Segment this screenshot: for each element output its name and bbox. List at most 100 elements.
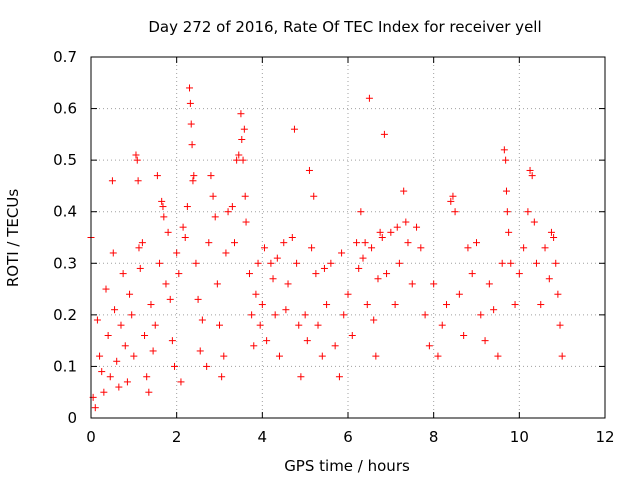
data-point: [443, 301, 451, 309]
data-point: [254, 259, 262, 267]
data-point: [451, 208, 459, 216]
data-point: [213, 280, 221, 288]
data-point: [171, 362, 179, 370]
data-point: [260, 244, 268, 252]
data-point: [173, 249, 181, 257]
data-point: [187, 120, 195, 128]
data-point: [166, 295, 174, 303]
data-point: [133, 156, 141, 164]
data-point: [404, 239, 412, 247]
grid-layer: [91, 57, 605, 418]
data-point: [93, 316, 101, 324]
data-point: [502, 187, 510, 195]
data-point: [391, 301, 399, 309]
data-point: [554, 290, 562, 298]
data-point: [102, 285, 110, 293]
data-point: [132, 151, 140, 159]
data-point: [550, 234, 558, 241]
data-point: [490, 306, 498, 314]
data-point: [250, 342, 258, 350]
data-point: [368, 244, 376, 252]
data-point: [545, 275, 553, 283]
data-point: [355, 264, 363, 272]
data-point: [323, 301, 331, 309]
data-point: [312, 270, 320, 278]
data-point: [100, 388, 108, 396]
data-point: [477, 311, 485, 319]
data-point: [494, 352, 502, 360]
data-point: [301, 311, 309, 319]
data-point: [188, 141, 196, 149]
x-axis-title: GPS time / hours: [284, 457, 410, 475]
data-point: [503, 208, 511, 216]
data-point: [370, 316, 378, 324]
y-tick-label: 0.2: [53, 306, 77, 324]
data-point: [104, 331, 112, 339]
data-point: [402, 218, 410, 226]
data-point: [224, 208, 232, 216]
data-point: [179, 223, 187, 231]
data-point: [395, 259, 403, 267]
data-point: [190, 172, 198, 180]
data-point: [526, 166, 534, 174]
data-point: [295, 321, 303, 329]
data-point: [310, 192, 318, 200]
data-point: [177, 378, 185, 386]
data-point: [269, 275, 277, 283]
data-point: [318, 352, 326, 360]
data-point: [109, 249, 117, 257]
data-point: [500, 146, 508, 154]
data-point: [220, 352, 228, 360]
data-point: [297, 373, 305, 381]
data-point: [138, 239, 146, 247]
data-point: [136, 264, 144, 272]
data-point: [141, 331, 149, 339]
data-point: [498, 259, 506, 267]
data-point: [91, 404, 99, 412]
data-point: [98, 368, 106, 376]
data-point: [282, 306, 290, 314]
data-point: [151, 321, 159, 329]
data-point: [468, 270, 476, 278]
data-point: [186, 84, 194, 92]
data-point: [205, 239, 213, 247]
data-point: [162, 280, 170, 288]
y-tick-label: 0.3: [53, 254, 77, 272]
data-point: [430, 280, 438, 288]
data-point: [537, 301, 545, 309]
data-point: [189, 177, 197, 185]
data-point: [156, 259, 164, 267]
data-point: [280, 239, 288, 247]
data-point: [117, 321, 125, 329]
data-point: [365, 94, 373, 102]
data-point: [119, 270, 127, 278]
data-point: [393, 223, 401, 231]
data-point: [485, 280, 493, 288]
data-point: [209, 192, 217, 200]
data-point: [128, 311, 136, 319]
data-point: [218, 373, 226, 381]
data-point: [353, 239, 361, 247]
data-point: [413, 223, 421, 231]
data-point: [123, 378, 131, 386]
data-point: [240, 125, 248, 133]
data-point: [464, 244, 472, 252]
data-point: [502, 156, 510, 164]
data-point: [293, 259, 301, 267]
data-point: [207, 172, 215, 180]
data-point: [160, 213, 168, 221]
data-point: [235, 151, 243, 159]
data-point: [348, 331, 356, 339]
data-point: [230, 239, 238, 247]
data-point: [447, 197, 455, 205]
data-point: [196, 347, 204, 355]
data-point: [372, 352, 380, 360]
data-point: [408, 280, 416, 288]
data-point: [425, 342, 433, 350]
data-point: [511, 301, 519, 309]
data-point: [149, 347, 157, 355]
chart-title: Day 272 of 2016, Rate Of TEC Index for r…: [148, 18, 541, 36]
data-point: [524, 208, 532, 216]
data-point: [216, 321, 223, 329]
data-point: [378, 234, 386, 241]
